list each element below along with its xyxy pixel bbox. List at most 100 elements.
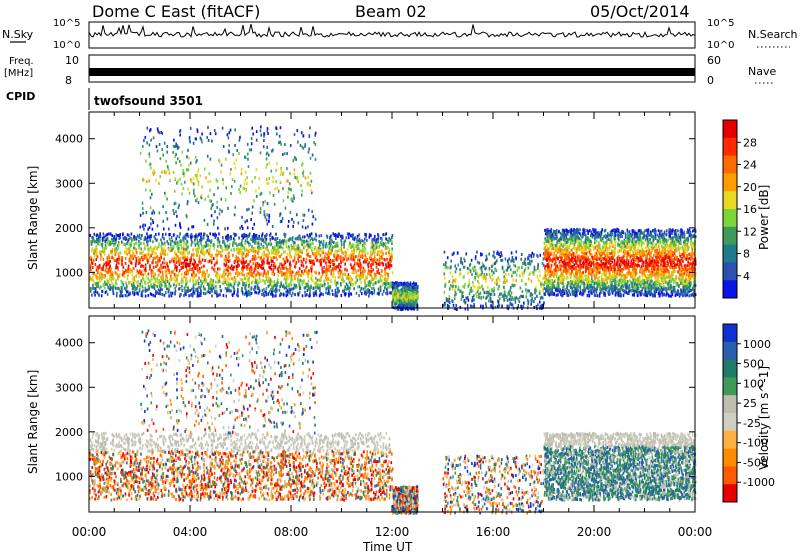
power-cell: [355, 255, 357, 258]
power-cell: [132, 257, 135, 261]
power-cell: [534, 288, 536, 292]
power-cell: [394, 304, 396, 307]
power-cell: [477, 275, 480, 279]
power-cell: [474, 255, 477, 259]
power-cell: [348, 294, 350, 298]
power-cell: [184, 256, 186, 259]
power-cell: [93, 272, 95, 276]
power-cell: [487, 293, 489, 297]
power-cell: [385, 282, 387, 286]
power-cell: [404, 286, 407, 290]
power-cell: [124, 235, 126, 239]
power-cell: [145, 288, 148, 292]
power-cell: [527, 262, 529, 265]
power-cell: [397, 292, 399, 296]
power-cell: [147, 288, 149, 292]
power-cell: [455, 278, 457, 281]
power-cell: [547, 237, 550, 241]
power-cell: [530, 254, 532, 258]
power-cell: [337, 256, 340, 260]
power-cell: [344, 285, 346, 289]
power-cell: [261, 252, 264, 256]
power-cell: [162, 247, 165, 251]
power-cell: [207, 287, 210, 291]
power-cell: [480, 252, 482, 256]
power-cell: [225, 294, 227, 298]
power-cell: [230, 277, 233, 281]
power-cell: [254, 257, 256, 261]
power-cell: [252, 275, 254, 279]
power-cell: [347, 257, 350, 261]
power-cell: [185, 285, 187, 289]
power-cell: [194, 243, 197, 247]
power-cell: [278, 288, 281, 292]
power-cell: [248, 244, 250, 248]
power-cell: [307, 283, 309, 286]
power-cell: [114, 253, 116, 257]
power-cell: [488, 268, 490, 272]
power-cell: [408, 293, 410, 297]
power-cell: [99, 275, 101, 279]
power-cell: [101, 289, 103, 293]
power-cell: [92, 283, 94, 287]
power-cell: [265, 237, 268, 241]
power-cell: [109, 269, 112, 273]
power-cell: [92, 262, 94, 265]
power-cell: [328, 252, 330, 256]
power-cell: [404, 291, 407, 295]
power-cell: [364, 237, 366, 241]
power-cell: [280, 280, 282, 284]
power-cell: [352, 243, 354, 247]
power-cell: [375, 262, 378, 266]
power-cell: [349, 246, 352, 250]
power-cell: [360, 281, 362, 285]
power-cell: [508, 297, 511, 301]
power-cell: [273, 245, 276, 249]
power-cell: [212, 243, 215, 247]
power-cell: [165, 274, 167, 278]
power-cell: [358, 285, 361, 289]
power-cell: [160, 244, 162, 248]
power-cell: [378, 286, 381, 290]
power-cell: [317, 286, 319, 290]
power-cell: [406, 289, 408, 293]
power-cell: [187, 271, 189, 275]
power-cell: [382, 274, 384, 278]
power-cell: [100, 271, 102, 275]
power-cell: [382, 233, 384, 237]
power-cell: [369, 283, 371, 287]
power-cell: [109, 283, 111, 287]
power-cell: [547, 284, 549, 288]
power-cell: [237, 264, 239, 268]
power-cell: [231, 293, 234, 297]
power-cell: [314, 270, 316, 274]
power-cell: [258, 287, 260, 291]
power-cell: [150, 271, 152, 275]
power-cell: [405, 286, 408, 289]
power-cell: [273, 279, 276, 283]
power-cell: [159, 286, 162, 290]
power-cell: [118, 257, 120, 261]
power-cell: [235, 264, 238, 268]
power-cell: [213, 267, 216, 271]
power-cell: [647, 283, 650, 287]
power-cell: [189, 258, 191, 262]
power-cell: [305, 266, 307, 270]
power-cell: [510, 303, 513, 307]
power-cell: [387, 264, 390, 268]
power-cell: [243, 261, 245, 265]
power-cell: [511, 274, 513, 278]
power-cell: [273, 272, 276, 276]
power-cell: [290, 243, 292, 247]
power-cell: [301, 280, 303, 284]
power-cell: [158, 257, 161, 261]
power-cell: [142, 264, 145, 268]
power-cell: [164, 249, 166, 253]
power-cell: [123, 237, 125, 241]
power-cell: [106, 282, 108, 286]
power-cell: [270, 288, 272, 292]
power-cell: [169, 260, 171, 264]
power-cell: [243, 245, 245, 249]
power-cell: [283, 293, 285, 297]
